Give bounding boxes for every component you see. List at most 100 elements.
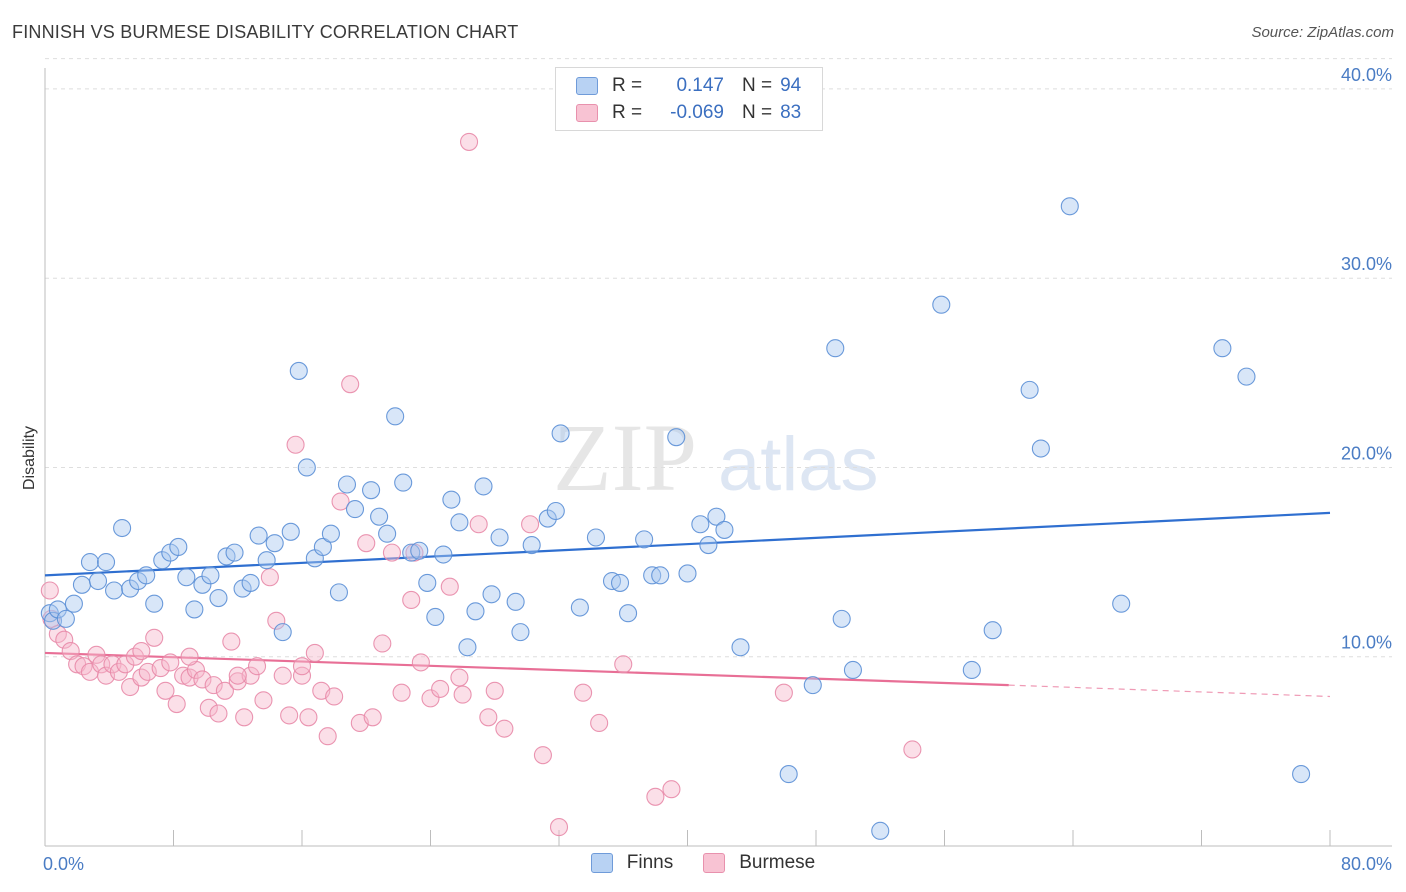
finns-point: [678, 564, 697, 583]
finns-point: [551, 424, 570, 443]
axis-labels: 10.0% 20.0% 30.0% 40.0% 0.0% 80.0% Disability: [21, 65, 1392, 874]
finns-point: [619, 604, 638, 623]
burmese-point: [260, 568, 279, 587]
finns-point: [257, 551, 276, 570]
burmese-point: [109, 662, 128, 681]
burmese-trend-line: [44, 651, 1009, 687]
finns-point: [803, 676, 822, 695]
finns-point: [707, 507, 726, 526]
burmese-point: [440, 577, 459, 596]
finns-point: [273, 623, 292, 642]
burmese-point: [459, 132, 479, 151]
finns-point: [474, 477, 493, 496]
finns-point: [466, 602, 485, 621]
burmese-n-value: 83: [780, 102, 802, 123]
finns-point: [225, 543, 244, 562]
burmese-point: [235, 708, 254, 727]
finns-point: [370, 507, 389, 526]
burmese-point: [215, 681, 234, 700]
finns-point: [281, 522, 300, 541]
finns-point: [64, 594, 83, 613]
finns-point: [635, 530, 654, 549]
finns-point: [321, 524, 340, 543]
burmese-point: [485, 681, 504, 700]
legend-row-burmese: R = -0.069 N = 83: [576, 100, 801, 126]
burmese-point: [151, 659, 170, 678]
burmese-swatch-icon: [576, 104, 598, 122]
burmese-point: [325, 687, 344, 706]
finns-point: [378, 524, 397, 543]
burmese-point: [469, 515, 488, 534]
finns-point: [458, 638, 477, 657]
finns-point: [386, 407, 405, 426]
finns-point: [265, 534, 284, 553]
legend-burmese-label: Burmese: [739, 852, 816, 873]
burmese-point: [145, 628, 164, 647]
legend-finns-label: Finns: [626, 852, 674, 873]
finns-point: [177, 568, 196, 587]
burmese-point: [40, 581, 59, 600]
legend-row-finns: R = 0.147 N = 94: [576, 73, 801, 99]
finns-point: [80, 553, 100, 572]
burmese-point: [247, 657, 267, 676]
finns-point: [506, 592, 525, 611]
finns-point: [1292, 765, 1311, 784]
burmese-point: [116, 655, 135, 674]
burmese-point: [286, 435, 305, 454]
y-tick-label: 10.0%: [1341, 633, 1392, 653]
watermark: ZIP atlas: [553, 404, 879, 511]
burmese-point: [431, 679, 450, 698]
burmese-point: [222, 632, 241, 651]
gridlines: [45, 58, 1392, 658]
burmese-point: [774, 683, 793, 702]
finns-point: [362, 481, 381, 500]
finns-point: [450, 513, 469, 532]
finns-point: [1237, 367, 1256, 386]
finns-n-value: 94: [780, 75, 802, 96]
data-points: [40, 132, 1311, 840]
burmese-point: [646, 787, 665, 806]
finns-n-label: N =: [742, 75, 773, 96]
finns-point: [345, 500, 365, 519]
finns-point: [105, 581, 124, 600]
burmese-point: [199, 698, 218, 717]
finns-point: [779, 765, 798, 784]
finns-point: [715, 520, 734, 539]
burmese-point: [241, 666, 260, 685]
finns-point: [297, 458, 316, 477]
finns-point: [699, 536, 718, 555]
burmese-point: [156, 681, 175, 700]
finns-point: [201, 566, 220, 585]
finns-point: [426, 607, 445, 627]
burmese-point: [204, 676, 223, 695]
finns-point: [394, 473, 413, 492]
finns-point: [522, 536, 541, 555]
burmese-point: [299, 708, 318, 727]
burmese-r-label: R =: [612, 102, 643, 123]
finns-point: [962, 660, 981, 680]
finns-point: [1112, 594, 1131, 613]
finns-r-value: 0.147: [676, 75, 724, 96]
burmese-point: [614, 655, 633, 674]
burmese-point: [421, 689, 440, 708]
finns-point: [137, 566, 156, 585]
finns-point: [418, 573, 437, 592]
finns-point: [337, 475, 357, 494]
burmese-point: [132, 642, 151, 661]
finns-r-label: R =: [612, 75, 643, 96]
burmese-point: [450, 668, 469, 687]
finns-point: [72, 575, 91, 594]
finns-point: [482, 585, 501, 604]
finns-point: [667, 428, 686, 447]
finns-point: [731, 638, 750, 657]
finns-point: [610, 573, 630, 592]
burmese-point: [209, 704, 228, 723]
watermark-atlas: atlas: [718, 422, 879, 507]
burmese-point: [903, 740, 922, 759]
burmese-point: [373, 634, 392, 653]
finns-point: [490, 528, 509, 547]
finns-point: [1031, 439, 1050, 458]
finns-point: [88, 571, 108, 591]
finns-point: [932, 295, 951, 314]
